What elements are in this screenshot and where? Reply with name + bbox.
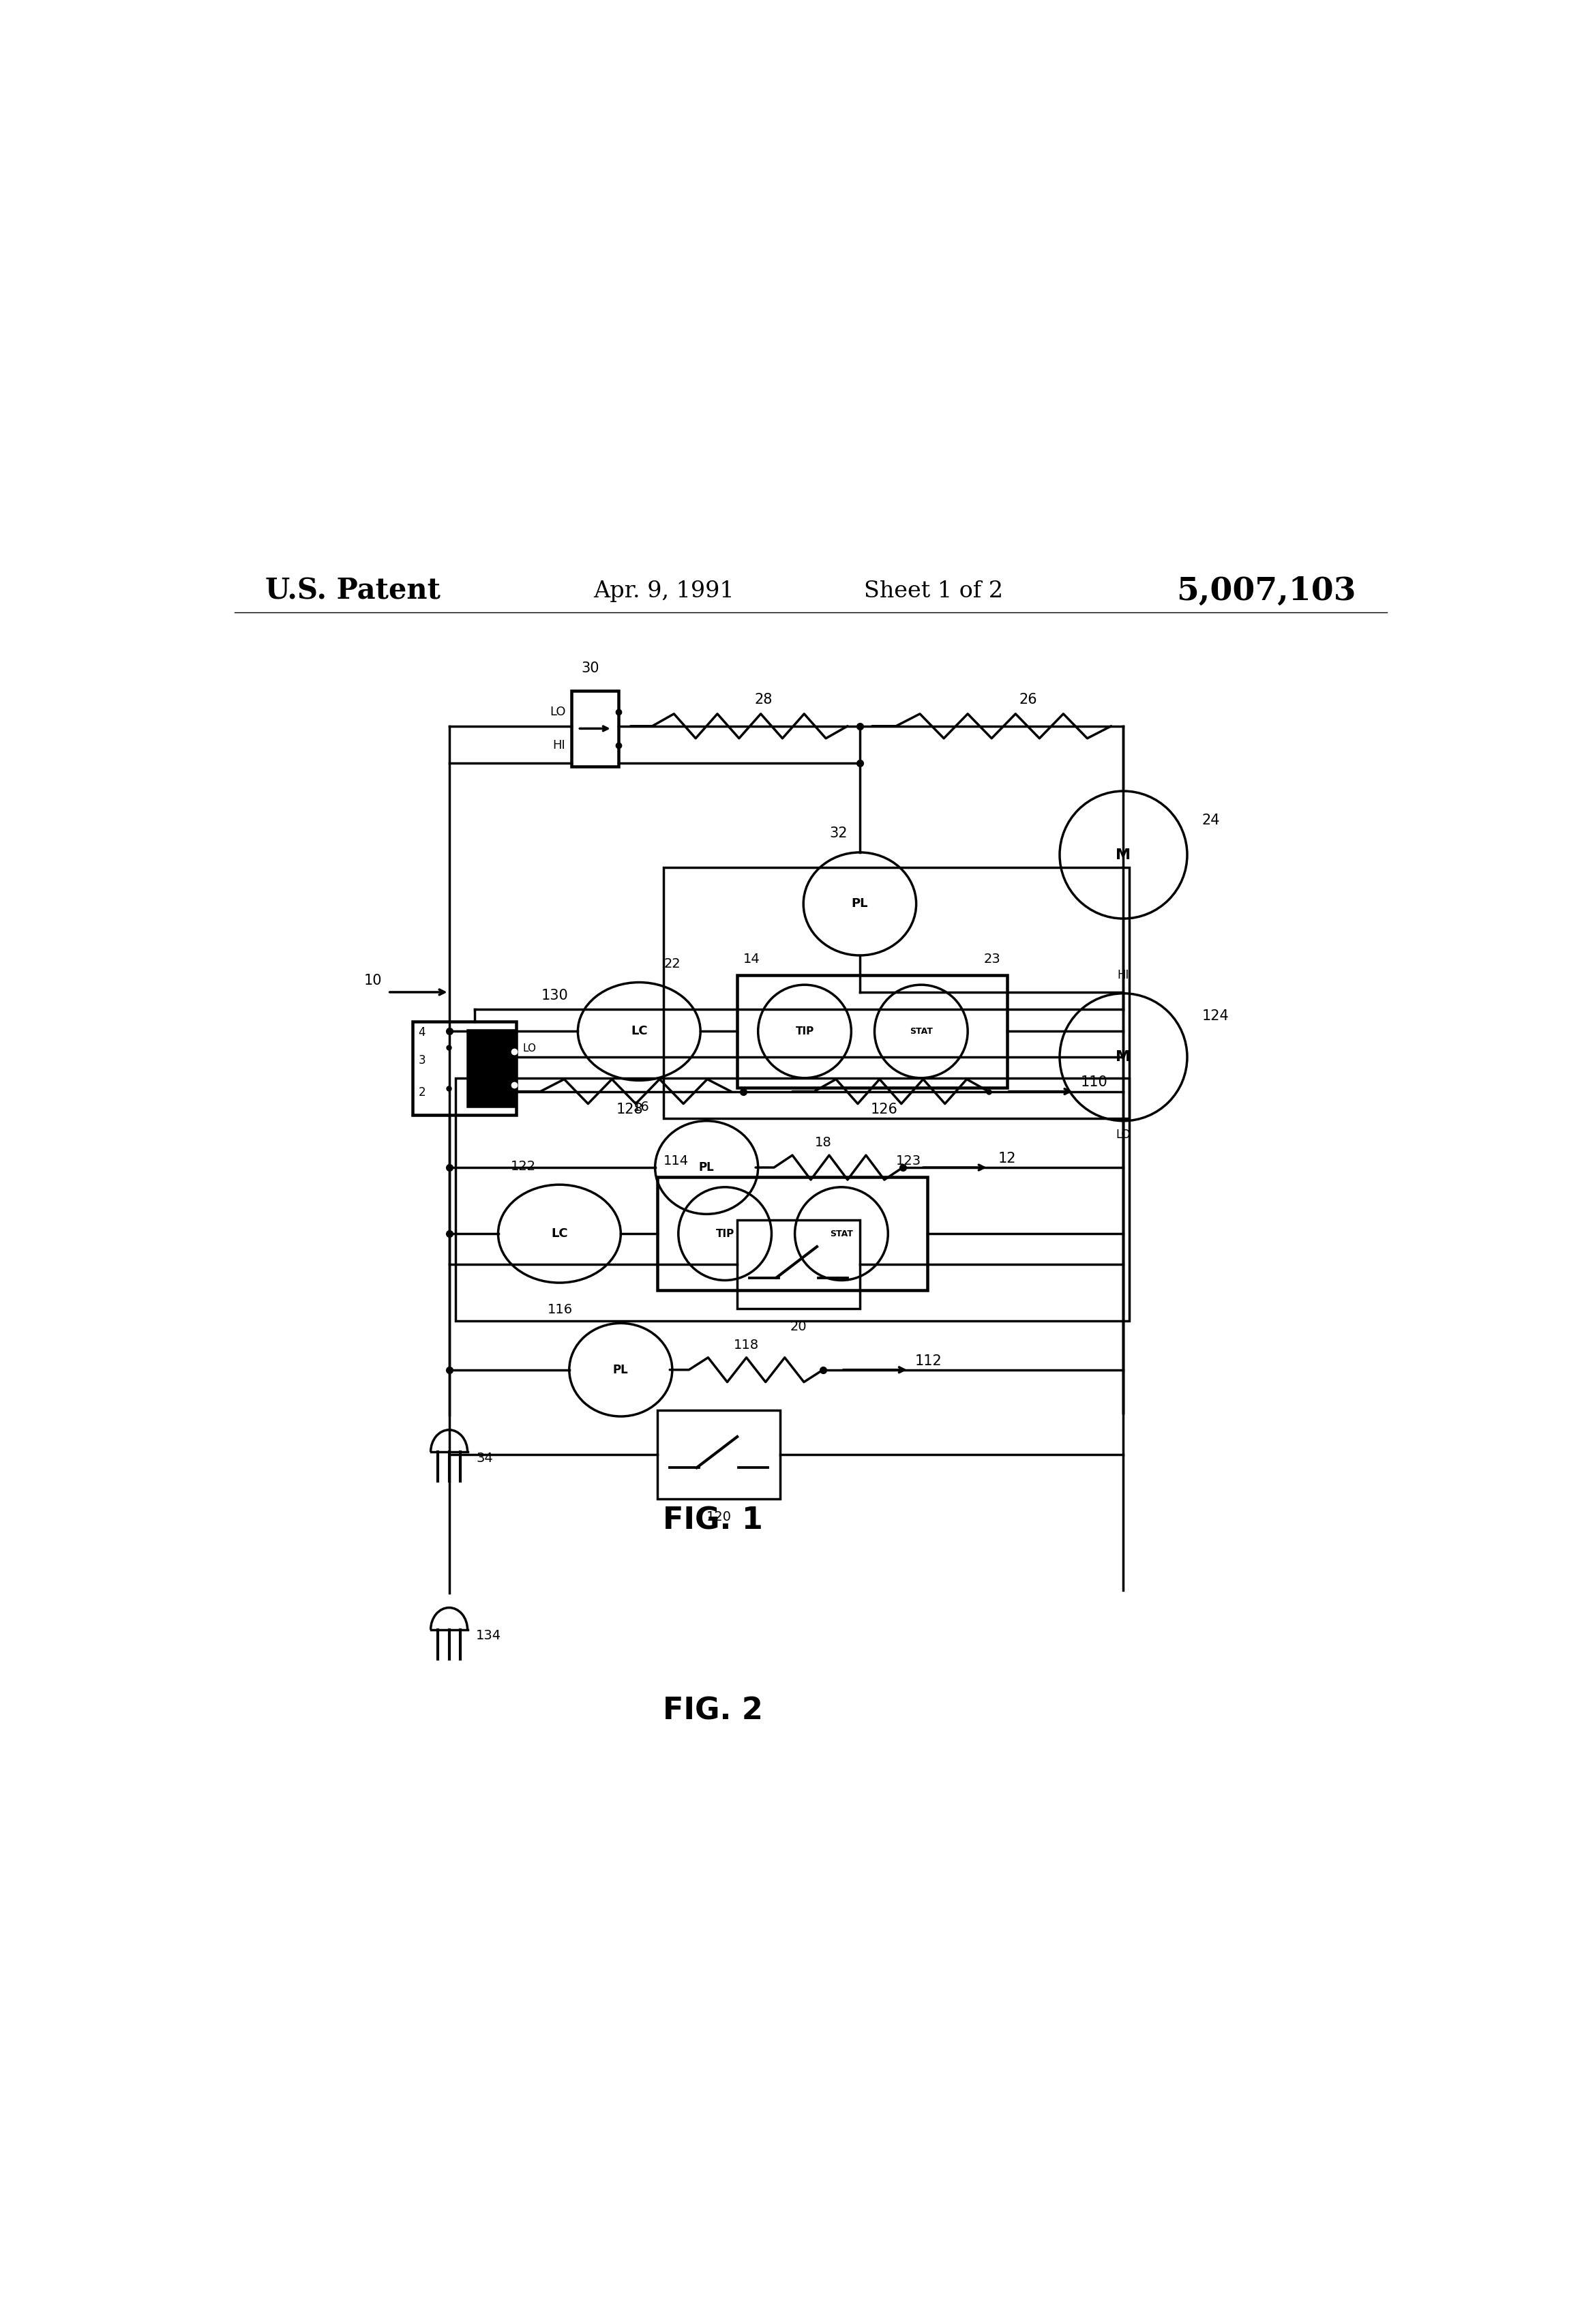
Text: 2: 2 [418, 1088, 426, 1099]
Text: PL: PL [612, 1364, 628, 1376]
Text: PL: PL [851, 897, 869, 911]
Text: 110: 110 [1081, 1076, 1107, 1090]
Text: 23: 23 [984, 953, 1001, 964]
Text: LC: LC [551, 1227, 568, 1239]
Text: TIP: TIP [715, 1229, 734, 1239]
Text: 118: 118 [734, 1339, 759, 1353]
Text: 114: 114 [664, 1155, 690, 1167]
Bar [664, 867, 1130, 1118]
Text: 26: 26 [1019, 693, 1038, 706]
Text: 128: 128 [617, 1102, 644, 1116]
Bar [468, 1030, 514, 1106]
Bar [737, 976, 1006, 1088]
Text: 16: 16 [633, 1102, 650, 1113]
Text: 28: 28 [755, 693, 772, 706]
Text: U.S. Patent: U.S. Patent [266, 576, 440, 607]
Bar [456, 1078, 1130, 1320]
Text: LO: LO [522, 1043, 536, 1053]
Text: 12: 12 [998, 1153, 1016, 1164]
Text: 123: 123 [895, 1155, 921, 1167]
Text: 4: 4 [418, 1025, 426, 1039]
Text: 134: 134 [476, 1629, 501, 1643]
Text: 24: 24 [1202, 813, 1220, 827]
Text: STAT: STAT [831, 1229, 853, 1239]
Text: 20: 20 [789, 1320, 807, 1334]
Bar [571, 690, 619, 767]
Text: 122: 122 [511, 1160, 536, 1174]
Text: 14: 14 [744, 953, 761, 964]
Text: LC: LC [631, 1025, 647, 1037]
Text: Apr. 9, 1991: Apr. 9, 1991 [593, 581, 734, 602]
Text: Sheet 1 of 2: Sheet 1 of 2 [864, 581, 1003, 602]
Text: 34: 34 [476, 1452, 494, 1464]
Text: 32: 32 [829, 827, 848, 841]
Text: 5,007,103: 5,007,103 [1177, 576, 1356, 607]
Bar [658, 1411, 780, 1499]
Text: LO: LO [549, 706, 566, 718]
Text: HI: HI [1117, 969, 1130, 981]
Text: TIP: TIP [796, 1027, 813, 1037]
Text: 30: 30 [581, 662, 600, 674]
Bar [413, 1023, 516, 1116]
Text: 22: 22 [664, 957, 680, 971]
Text: 10: 10 [364, 974, 381, 988]
Text: 116: 116 [547, 1304, 573, 1315]
Text: 112: 112 [914, 1355, 943, 1367]
Text: 124: 124 [1202, 1009, 1229, 1023]
Text: 3: 3 [418, 1055, 426, 1067]
Text: FIG. 1: FIG. 1 [663, 1506, 763, 1536]
Text: HI: HI [552, 739, 566, 751]
Text: LO: LO [1115, 1129, 1131, 1141]
Text: 126: 126 [870, 1102, 899, 1116]
Text: FIG. 2: FIG. 2 [663, 1697, 763, 1724]
Text: 18: 18 [815, 1136, 832, 1150]
Text: M: M [1115, 848, 1131, 862]
Text: PL: PL [699, 1162, 715, 1174]
Text: 120: 120 [706, 1511, 731, 1522]
Bar [658, 1178, 927, 1290]
Text: 130: 130 [541, 988, 568, 1002]
Bar [737, 1220, 861, 1308]
Text: M: M [1115, 1050, 1131, 1064]
Text: STAT: STAT [910, 1027, 933, 1037]
